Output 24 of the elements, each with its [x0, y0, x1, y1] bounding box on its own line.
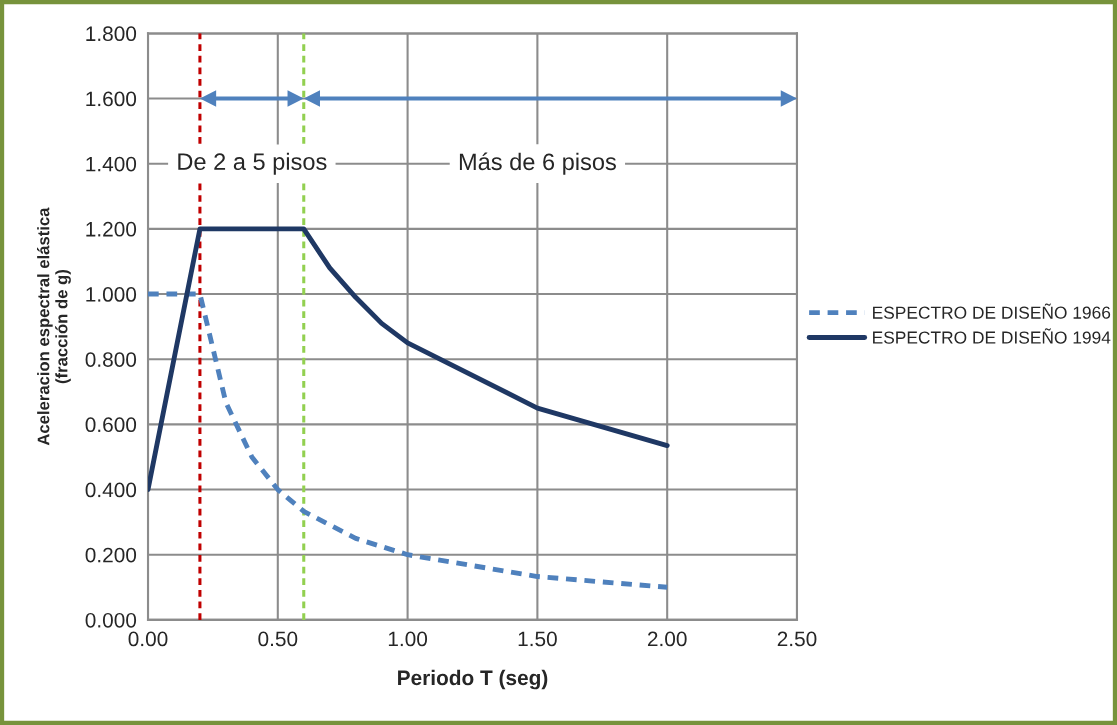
x-tick-label: 2.00	[647, 631, 687, 647]
y-tick-label: 1.800	[86, 26, 137, 42]
y-axis-title: Aceleracion espectral elástica (fracción de g)	[36, 207, 71, 446]
y-tick-label: 0.200	[85, 547, 137, 563]
legend-label: ESPECTRO DE DISEÑO 1966	[873, 303, 1111, 319]
x-tick-label: 2.50	[777, 631, 817, 647]
y-tick-label: 1.000	[86, 287, 137, 302]
x-tick-label: 1.00	[388, 631, 428, 647]
line-series	[148, 291, 670, 590]
x-tick-label: 1.50	[518, 631, 557, 647]
y-tick-label: 1.200	[86, 221, 137, 237]
x-axis-title: Periodo T (seg)	[398, 669, 548, 690]
y-tick-label: 0.600	[85, 417, 137, 433]
x-tick-label: 0.00	[128, 631, 168, 647]
y-tick-label: 0.000	[85, 612, 137, 628]
x-tick-label: 0.50	[258, 631, 298, 647]
annotation: Más de 6 pisos	[459, 152, 616, 175]
y-tick-label: 1.400	[86, 156, 137, 172]
legend-label: ESPECTRO DE DISEÑO 1994	[873, 328, 1111, 344]
annotation: De 2 a 5 pisos	[178, 152, 327, 175]
y-tick-label: 0.800	[85, 352, 137, 367]
line-series	[148, 226, 670, 492]
y-tick-label: 1.600	[86, 91, 137, 107]
y-tick-label: 0.400	[85, 482, 137, 498]
